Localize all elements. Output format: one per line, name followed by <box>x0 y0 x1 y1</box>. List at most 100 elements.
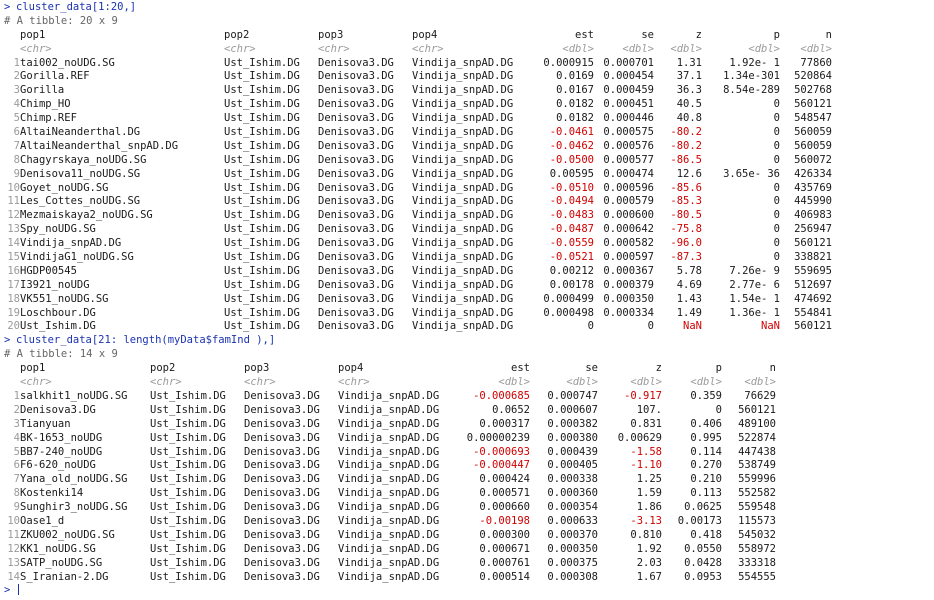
table-cell: Ust_Ishim.DG <box>224 237 300 250</box>
table-cell: Denisova3.DG <box>244 403 320 416</box>
table-row: 1 salkhit1_noUDG.SG Ust_Ishim.DG Denisova3.… <box>4 390 934 404</box>
table-cell: HGDP00545 <box>20 264 77 277</box>
table-cell: 0.114 <box>690 445 722 458</box>
table-cell: 0.000367 <box>603 264 654 277</box>
table-cell: 0.000596 <box>603 181 654 194</box>
column-header: est <box>575 28 594 41</box>
table-row: 5 BB7-240_noUDG Ust_Ishim.DG Denisova3.DG Vi… <box>4 446 934 460</box>
table-cell: Denisova3.DG <box>244 417 320 430</box>
table-cell: 0.00595 <box>549 167 594 180</box>
table-cell: 0 <box>773 237 780 250</box>
table-cell: 0.000382 <box>547 417 598 430</box>
command-text: cluster_data[21: length(myData$famInd ),… <box>16 334 276 347</box>
table-cell: 0.000300 <box>479 528 530 541</box>
column-type: <dbl> <box>670 42 702 55</box>
table-cell: 0 <box>773 209 780 222</box>
table-row: 10 Goyet_noUDG.SG Ust_Ishim.DG Denisova3.DG… <box>4 182 934 196</box>
table-cell: BB7-240_noUDG <box>20 445 103 458</box>
table-row: 10 Oase1_d Ust_Ishim.DG Denisova3.DG Vindija… <box>4 515 934 529</box>
table-cell: 489100 <box>738 417 776 430</box>
row-index: 9 <box>13 167 20 180</box>
table-cell: -80.5 <box>670 209 702 222</box>
table-cell: AltaiNeanderthal.DG <box>20 126 141 139</box>
table-cell: 4.69 <box>676 278 702 291</box>
row-index: 1 <box>13 56 20 69</box>
table-cell: 0 <box>773 195 780 208</box>
table-cell: 552582 <box>738 487 776 500</box>
table-cell: 40.8 <box>676 112 702 125</box>
table-row: 4 BK-1653_noUDG Ust_Ishim.DG Denisova3.DG Vi… <box>4 432 934 446</box>
table-cell: -96.0 <box>670 237 702 250</box>
table-cell: 0.000459 <box>603 84 654 97</box>
table-cell: Goyet_noUDG.SG <box>20 181 109 194</box>
table-cell: 0.000499 <box>543 292 594 305</box>
table-cell: Ust_Ishim.DG <box>150 459 226 472</box>
table-row: 1 tai002_noUDG.SG Ust_Ishim.DG Denisova3.DG… <box>4 57 934 71</box>
table-cell: 545032 <box>738 528 776 541</box>
table-cell: 0.000633 <box>547 514 598 527</box>
row-index: 14 <box>7 570 20 583</box>
table-cell: Vindija_snpAD.DG <box>338 501 440 514</box>
table-cell: Vindija_snpAD.DG <box>338 403 440 416</box>
table-cell: 0.000600 <box>603 209 654 222</box>
table-cell: -85.3 <box>670 195 702 208</box>
table-cell: Chimp_HO <box>20 98 71 111</box>
column-type: <chr> <box>224 42 256 55</box>
table-cell: 0.0625 <box>684 501 722 514</box>
table-cell: -0.000693 <box>473 445 530 458</box>
table-cell: Vindija_snpAD.DG <box>412 126 514 139</box>
tibble-output-1: pop1 pop2 pop3 pop4 est se z p n <chr> <chr> <chr> <… <box>4 29 934 335</box>
input-line[interactable]: > <box>4 584 934 598</box>
table-cell: -0.0510 <box>549 181 594 194</box>
table-row: 16 HGDP00545 Ust_Ishim.DG Denisova3.DG Vindi… <box>4 265 934 279</box>
table-cell: 8.54e-289 <box>723 84 780 97</box>
table-row: 13 Spy_noUDG.SG Ust_Ishim.DG Denisova3.DG Vi… <box>4 223 934 237</box>
table-cell: -0.00198 <box>479 514 530 527</box>
table-cell: 0.0428 <box>684 556 722 569</box>
table-cell: Denisova3.DG <box>318 320 394 333</box>
table-cell: Vindija_snpAD.DG <box>412 278 514 291</box>
table-row: 7 AltaiNeanderthal_snpAD.DG Ust_Ishim.DG De… <box>4 140 934 154</box>
table-cell: Ust_Ishim.DG <box>224 292 300 305</box>
table-cell: 560121 <box>738 403 776 416</box>
column-type: <dbl> <box>690 376 722 389</box>
row-index: 10 <box>7 181 20 194</box>
table-cell: Vindija_snpAD.DG <box>412 195 514 208</box>
table-cell: 0.000379 <box>603 278 654 291</box>
column-header: z <box>695 28 702 41</box>
table-cell: Vindija_snpAD.DG <box>412 237 514 250</box>
table-cell: Denisova3.DG <box>318 237 394 250</box>
table-cell: Denisova3.DG <box>318 98 394 111</box>
table-cell: 0.000370 <box>547 528 598 541</box>
table-cell: Denisova3.DG <box>318 84 394 97</box>
prompt-symbol: > <box>4 1 11 13</box>
table-cell: 0.0167 <box>556 84 594 97</box>
table-cell: Vindija_snpAD.DG <box>412 264 514 277</box>
table-cell: Tianyuan <box>20 417 71 430</box>
table-cell: 560121 <box>794 320 832 333</box>
table-cell: Ust_Ishim.DG <box>224 195 300 208</box>
table-cell: 0.0652 <box>492 403 530 416</box>
row-index: 4 <box>13 431 20 444</box>
row-index: 12 <box>7 209 20 222</box>
table-cell: Denisova3.DG <box>318 292 394 305</box>
column-type: <chr> <box>244 376 276 389</box>
table-cell: 0.000597 <box>603 251 654 264</box>
table-cell: 0.000571 <box>479 487 530 500</box>
row-index: 5 <box>13 445 20 458</box>
table-cell: Chimp.REF <box>20 112 77 125</box>
prompt-symbol: > <box>4 334 11 347</box>
table-cell: 0.000761 <box>479 556 530 569</box>
table-cell: Denisova3.DG <box>244 445 320 458</box>
table-cell: 0.00629 <box>617 431 662 444</box>
table-cell: 406983 <box>794 209 832 222</box>
column-header: p <box>773 28 780 41</box>
row-index: 13 <box>7 223 20 236</box>
table-cell: Denisova3.DG <box>20 403 96 416</box>
table-cell: 548547 <box>794 112 832 125</box>
row-index-spacer <box>4 29 20 43</box>
row-index: 12 <box>7 542 20 555</box>
table-cell: 0.000451 <box>603 98 654 111</box>
table-cell: Ust_Ishim.DG <box>20 320 96 333</box>
